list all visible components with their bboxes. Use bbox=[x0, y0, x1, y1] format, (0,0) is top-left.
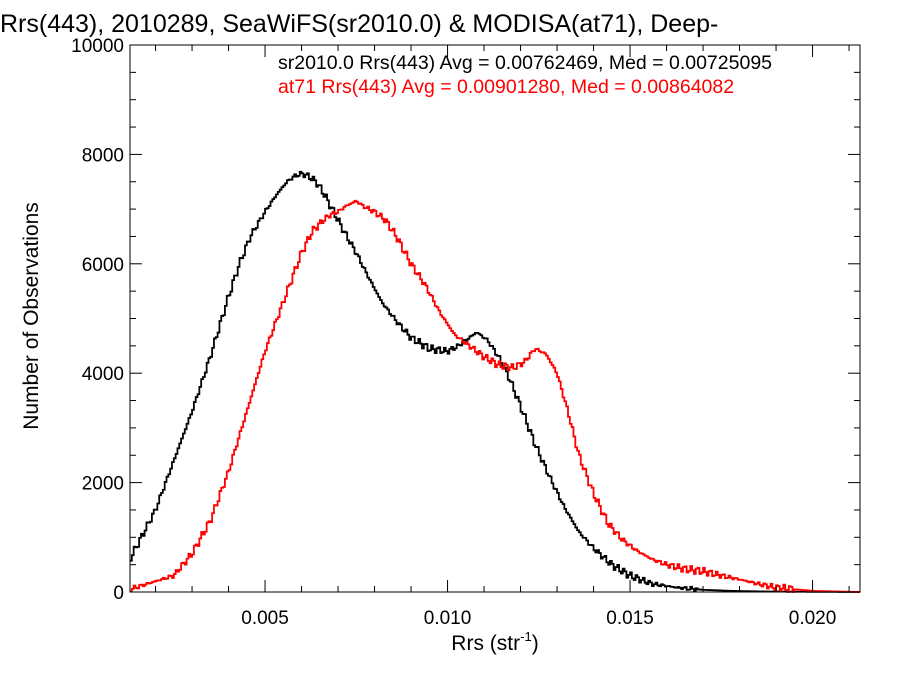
y-axis-title-group: Number of Observations bbox=[20, 202, 43, 430]
y-tick-label: 10000 bbox=[71, 36, 124, 57]
legend-entry-0: sr2010.0 Rrs(443) Avg = 0.00762469, Med … bbox=[278, 52, 772, 74]
plot-frame bbox=[129, 44, 861, 593]
plot-area bbox=[130, 170, 860, 593]
legend: sr2010.0 Rrs(443) Avg = 0.00762469, Med … bbox=[278, 52, 772, 98]
axis-ticks bbox=[130, 44, 860, 593]
y-tick-label: 0 bbox=[113, 583, 124, 604]
x-tick-label: 0.010 bbox=[424, 608, 472, 629]
series-line-1 bbox=[130, 199, 860, 593]
x-tick-label: 0.020 bbox=[789, 608, 837, 629]
y-tick-label: 6000 bbox=[82, 255, 124, 276]
x-axis-title: Rrs (str-1) bbox=[451, 629, 538, 655]
series-line-0 bbox=[130, 170, 860, 593]
y-tick-label: 4000 bbox=[82, 364, 124, 385]
x-tick-label: 0.015 bbox=[606, 608, 654, 629]
y-tick-label: 8000 bbox=[82, 145, 124, 166]
x-axis-title-main: Rrs (str bbox=[451, 632, 520, 655]
x-axis-title-superscript: -1 bbox=[520, 629, 532, 644]
chart-title: Rrs(443), 2010289, SeaWiFS(sr2010.0) & M… bbox=[0, 10, 718, 38]
x-axis-title-end: ) bbox=[532, 632, 539, 655]
y-tick-label: 2000 bbox=[82, 474, 124, 495]
x-tick-label: 0.005 bbox=[241, 608, 289, 629]
axis-tick-labels: 0.005 0.010 0.015 0.020 0 2000 4000 6000 8000 100… bbox=[71, 36, 836, 629]
legend-entry-1: at71 Rrs(443) Avg = 0.00901280, Med = 0.… bbox=[278, 76, 734, 98]
y-axis-title: Number of Observations bbox=[20, 202, 43, 430]
